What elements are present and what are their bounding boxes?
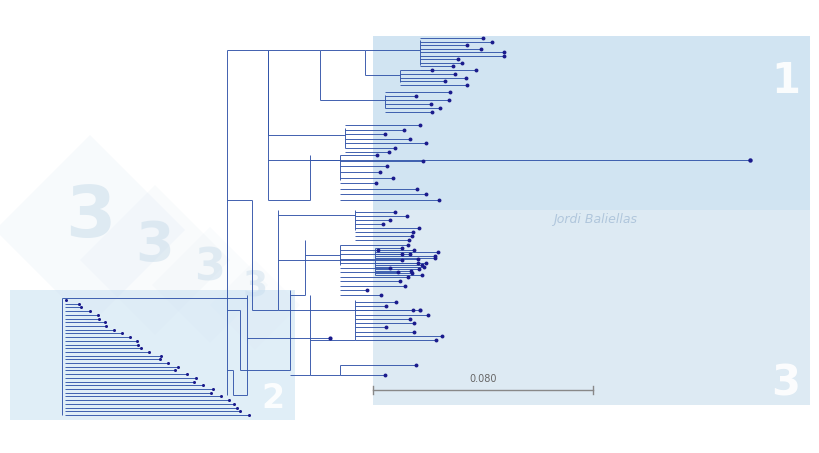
Bar <box>373 36 809 405</box>
Polygon shape <box>210 260 300 350</box>
Text: 2: 2 <box>261 382 285 415</box>
Text: 3: 3 <box>65 183 115 252</box>
Text: Jordi Baliellas: Jordi Baliellas <box>552 213 636 226</box>
Text: 1: 1 <box>770 60 799 102</box>
Bar <box>373 36 809 210</box>
Text: 3: 3 <box>135 219 174 273</box>
Polygon shape <box>80 185 229 335</box>
Polygon shape <box>0 135 185 325</box>
Text: 3: 3 <box>194 246 225 289</box>
Text: 3: 3 <box>770 363 799 405</box>
Bar <box>10 290 295 420</box>
Text: 0.080: 0.080 <box>468 374 496 384</box>
Polygon shape <box>152 227 268 343</box>
Text: 3: 3 <box>242 269 267 303</box>
